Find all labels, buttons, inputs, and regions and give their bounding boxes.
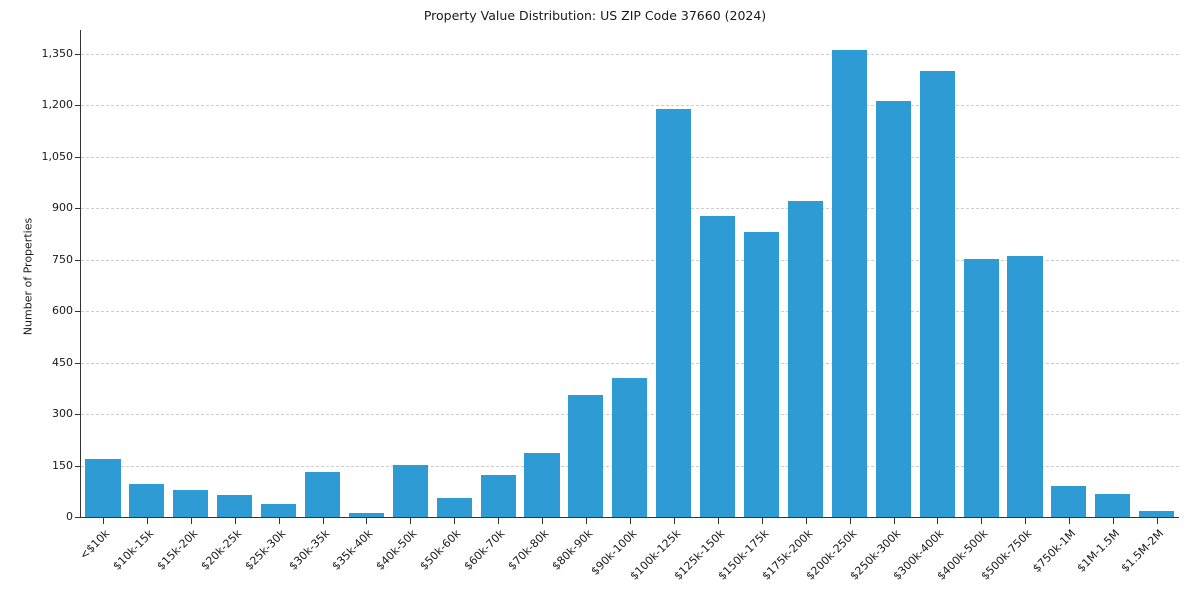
y-tick-label: 900: [52, 201, 73, 215]
gridline: [81, 208, 1179, 210]
chart-title: Property Value Distribution: US ZIP Code…: [423, 8, 767, 23]
x-tick-mark: [1157, 518, 1159, 524]
y-axis-label: Number of Properties: [21, 217, 35, 336]
bar-$15k-20k: [173, 490, 209, 517]
gridline: [81, 105, 1179, 107]
x-tick-mark: [498, 518, 500, 524]
bar-$125k-150k: [700, 215, 736, 517]
gridline: [81, 362, 1179, 364]
gridline: [81, 259, 1179, 261]
x-tick-mark: [849, 518, 851, 524]
y-tick-mark: [75, 414, 81, 416]
x-tick-mark: [981, 518, 983, 524]
y-tick-label: 450: [52, 355, 73, 369]
bar-$400k-500k: [963, 258, 999, 517]
bar-$175k-200k: [787, 201, 824, 517]
y-tick-mark: [75, 517, 81, 518]
x-tick-mark: [1113, 518, 1115, 524]
y-tick-label: 600: [52, 304, 73, 318]
bar-$20k-25k: [217, 494, 253, 517]
plot-area: 0 150 300 450 600 750 900 1,050 1,200 1,350 <$10k…: [42, 30, 1179, 583]
x-tick-mark: [761, 518, 763, 524]
bar-$1.5M-2M: [1139, 510, 1175, 517]
bar-$100k-125k: [656, 108, 692, 517]
x-tick-mark: [586, 518, 588, 524]
bar-$10k-15k: [129, 484, 165, 517]
x-tick-mark: [102, 518, 104, 524]
x-tick-mark: [893, 518, 895, 524]
y-tick-label: 1,350: [41, 47, 74, 60]
bar-<$10k: [85, 458, 121, 517]
y-tick-mark: [75, 311, 81, 313]
y-tick-mark: [75, 362, 81, 364]
y-tick-mark: [75, 156, 81, 158]
x-tick-mark: [542, 518, 544, 524]
bar-$200k-250k: [831, 49, 867, 517]
x-tick-mark: [937, 518, 939, 524]
x-tick-mark: [322, 518, 324, 524]
x-tick-mark: [146, 518, 148, 524]
bar-$60k-70k: [480, 475, 516, 517]
bar-$250k-300k: [875, 101, 911, 517]
bar-$35k-40k: [348, 512, 384, 517]
y-tick-mark: [75, 465, 81, 467]
bar-$90k-100k: [612, 378, 648, 517]
x-tick-mark: [717, 518, 719, 524]
bar-$80k-90k: [568, 395, 604, 517]
y-tick-mark: [75, 208, 81, 210]
gridline: [81, 156, 1179, 158]
x-tick-mark: [1069, 518, 1071, 524]
x-tick-mark: [673, 518, 675, 524]
bar-$150k-175k: [743, 231, 780, 517]
y-tick-mark: [75, 259, 81, 261]
bar-$500k-750k: [1007, 255, 1043, 517]
x-tick-mark: [234, 518, 236, 524]
y-tick-mark: [75, 54, 81, 55]
y-tick-label: 300: [52, 407, 73, 421]
bar-$300k-400k: [919, 71, 955, 517]
x-tick-mark: [190, 518, 192, 524]
gridline: [81, 54, 1179, 55]
y-tick-label: 1,050: [41, 149, 74, 163]
y-tick-label: 0: [66, 510, 73, 523]
bars-layer: [81, 30, 1179, 517]
y-tick-label: 150: [52, 458, 73, 472]
x-tick-mark: [278, 518, 280, 524]
bar-$25k-30k: [261, 503, 297, 517]
bar-$30k-35k: [304, 472, 341, 517]
y-tick-label: 750: [52, 252, 73, 266]
y-tick-label: 1,200: [41, 98, 74, 112]
x-tick-mark: [410, 518, 412, 524]
x-tick-mark: [366, 518, 368, 524]
x-tick-mark: [1025, 518, 1027, 524]
x-tick-mark: [805, 518, 807, 524]
x-tick-mark: [454, 518, 456, 524]
bar-$1M-1.5M: [1095, 493, 1131, 517]
y-tick-mark: [75, 105, 81, 107]
bar-$50k-60k: [436, 498, 472, 517]
bar-$750k-1M: [1051, 486, 1087, 517]
bar-$40k-50k: [392, 464, 428, 517]
bar-$70k-80k: [524, 452, 560, 517]
x-tick-mark: [630, 518, 631, 524]
gridline: [81, 311, 1179, 313]
